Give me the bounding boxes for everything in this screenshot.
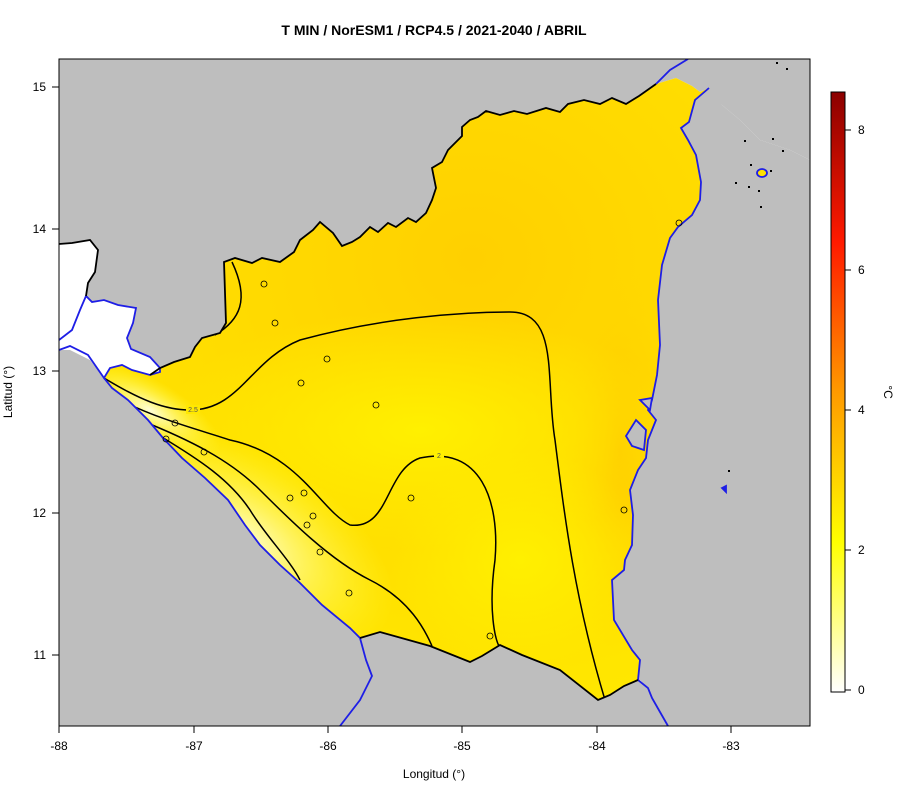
station-marker — [345, 589, 353, 597]
contour-2-a — [119, 399, 501, 649]
coastlines — [59, 59, 768, 726]
y-tick-label: 14 — [33, 222, 47, 236]
plot-area: 2.5 2 — [59, 59, 810, 726]
station-marker — [162, 435, 170, 443]
costa-rica-coast — [339, 637, 373, 726]
station-marker — [316, 548, 324, 556]
stations — [162, 219, 683, 640]
cay-specks — [728, 62, 788, 472]
country-border — [59, 83, 657, 702]
caribbean-islet — [720, 484, 727, 495]
colorbar-tick-label: 8 — [858, 123, 865, 137]
station-marker — [407, 494, 415, 502]
station-marker — [271, 319, 279, 327]
y-tick-labels: 11 12 13 14 15 — [33, 80, 47, 662]
station-marker — [323, 355, 331, 363]
x-axis-label: Longitud (°) — [403, 767, 465, 781]
contour-label-2.5: 2.5 — [188, 407, 198, 414]
colorbar-tick-label: 6 — [858, 263, 865, 277]
y-tick-label: 11 — [34, 648, 47, 662]
x-tick-label: -88 — [50, 739, 68, 753]
y-tick-label: 12 — [33, 506, 47, 520]
station-marker — [297, 379, 305, 387]
x-tick-label: -86 — [319, 739, 337, 753]
station-marker — [675, 219, 683, 227]
x-tick-labels: -88 -87 -86 -85 -84 -83 — [50, 739, 740, 753]
caribbean-lagoon — [624, 418, 647, 452]
station-marker — [200, 448, 208, 456]
y-tick-label: 13 — [33, 364, 47, 378]
neighbor-land-south — [59, 350, 668, 726]
contour-1.5 — [159, 435, 301, 581]
southern-border — [359, 631, 639, 702]
station-marker — [309, 512, 317, 520]
colorbar: 0 2 4 6 8 °C — [830, 91, 895, 697]
colorbar-tick-label: 0 — [858, 683, 865, 697]
lake-managua-edge — [756, 168, 768, 178]
y-axis — [52, 86, 60, 656]
colorbar-unit: °C — [881, 385, 895, 399]
northern-border — [59, 83, 657, 376]
contour-2-b — [139, 419, 433, 647]
caribbean-lagoon-north — [638, 396, 654, 412]
station-marker — [260, 280, 268, 288]
x-axis — [58, 725, 732, 733]
honduras-coast — [655, 59, 689, 85]
station-marker — [372, 401, 380, 409]
x-tick-label: -87 — [185, 739, 203, 753]
station-marker — [171, 419, 179, 427]
pacific-coast — [103, 377, 361, 639]
gulf-fonseca-coast — [59, 294, 161, 380]
neighbor-land-north — [59, 59, 810, 368]
contour-label-2: 2 — [437, 453, 441, 460]
station-marker — [620, 506, 628, 514]
x-tick-label: -85 — [453, 739, 471, 753]
station-marker — [286, 494, 294, 502]
colorbar-tick-label: 4 — [858, 403, 865, 417]
x-tick-label: -84 — [588, 739, 606, 753]
neighbor-land-east — [612, 88, 810, 726]
station-marker — [303, 521, 311, 529]
caribbean-coast — [611, 87, 710, 726]
y-axis-label: Latitud (°) — [1, 366, 15, 418]
colorbar-gradient — [830, 91, 846, 693]
station-marker — [300, 489, 308, 497]
colorbar-tick-label: 2 — [858, 543, 865, 557]
y-tick-label: 15 — [33, 80, 47, 94]
contour-labels: 2.5 2 — [186, 405, 444, 460]
station-marker — [486, 632, 494, 640]
x-tick-label: -83 — [722, 739, 740, 753]
map-title: T MIN / NorESM1 / RCP4.5 / 2021-2040 / A… — [281, 22, 587, 38]
